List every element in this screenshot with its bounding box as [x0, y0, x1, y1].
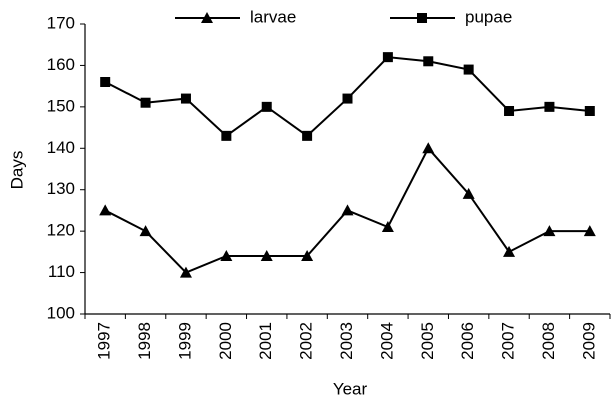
x-tick-label: 2006 — [458, 322, 477, 360]
triangle-marker — [260, 250, 273, 261]
x-tick-label: 2008 — [539, 322, 558, 360]
y-tick-label: 170 — [47, 13, 75, 32]
y-tick-label: 110 — [48, 262, 75, 281]
triangle-marker — [99, 204, 112, 216]
triangle-marker — [503, 245, 516, 257]
x-tick-label: 2005 — [418, 322, 437, 360]
y-tick-label: 140 — [47, 138, 75, 157]
y-axis-label: Days — [7, 151, 26, 190]
triangle-marker — [201, 12, 213, 23]
square-marker — [417, 13, 427, 23]
y-tick-label: 160 — [47, 55, 75, 74]
triangle-marker — [139, 225, 152, 237]
square-marker — [463, 64, 474, 75]
x-tick-label: 2003 — [337, 322, 356, 360]
x-axis-label: Year — [333, 379, 368, 398]
triangle-marker — [543, 225, 556, 237]
square-marker — [423, 56, 434, 67]
square-marker — [140, 97, 151, 108]
triangle-marker — [179, 266, 192, 278]
legend-label: pupae — [465, 7, 512, 26]
x-tick-label: 2004 — [377, 322, 396, 360]
triangle-marker — [462, 187, 475, 199]
x-tick-label: 1999 — [175, 322, 194, 360]
triangle-marker — [583, 225, 596, 237]
y-tick-label: 100 — [47, 303, 75, 322]
square-marker — [504, 106, 515, 116]
x-tick-label: 2001 — [256, 322, 275, 360]
square-marker — [180, 93, 191, 104]
x-tick-label: 2009 — [579, 322, 598, 360]
square-marker — [261, 101, 272, 112]
square-marker — [544, 101, 555, 112]
triangle-marker — [381, 221, 394, 232]
y-tick-label: 150 — [47, 96, 75, 115]
square-marker — [100, 77, 111, 87]
square-marker — [302, 130, 313, 141]
triangle-marker — [301, 250, 314, 261]
square-marker — [382, 52, 393, 63]
x-tick-label: 2000 — [216, 322, 235, 360]
triangle-marker — [422, 142, 435, 154]
x-tick-label: 1997 — [95, 322, 114, 360]
legend-label: larvae — [250, 7, 296, 26]
x-tick-label: 1998 — [135, 322, 154, 360]
x-tick-label: 2007 — [499, 322, 518, 360]
y-tick-label: 120 — [47, 221, 75, 240]
triangle-marker — [220, 250, 233, 261]
square-marker — [342, 93, 353, 104]
x-tick-label: 2002 — [297, 322, 316, 360]
triangle-marker — [341, 204, 354, 216]
y-tick-label: 130 — [47, 179, 75, 198]
square-marker — [221, 130, 232, 141]
square-marker — [584, 106, 595, 116]
